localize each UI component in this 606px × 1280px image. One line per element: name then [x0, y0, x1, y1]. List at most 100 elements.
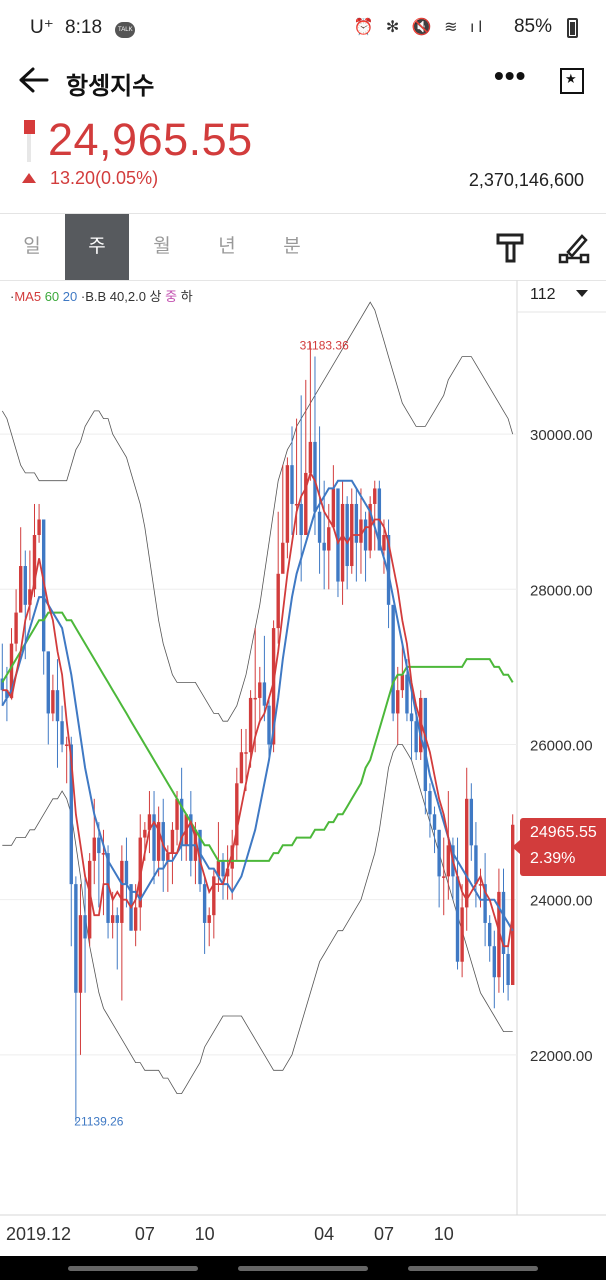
price-change-value: 13.20(0.05%) [50, 168, 159, 188]
legend-ma20: 20 [62, 289, 78, 304]
candle-body [460, 907, 464, 962]
candle-body [428, 791, 432, 815]
clock: 8:18 [65, 17, 103, 38]
candle-body [216, 860, 221, 877]
tab-minute[interactable]: 분 [283, 236, 301, 257]
bband-upper-line [1, 301, 514, 722]
candle-body [285, 465, 290, 543]
legend-bband: B.B 40,2.0 상 [85, 289, 162, 304]
tab-year[interactable]: 년 [218, 236, 236, 257]
chevron-down-icon [575, 290, 588, 297]
candle-body [414, 721, 418, 753]
x-tick-label: 04 [314, 1224, 334, 1244]
carrier-label: U⁺ [30, 17, 54, 38]
candle-body [83, 915, 87, 939]
ma60-line [1, 611, 514, 862]
tab-day[interactable]: 일 [23, 236, 41, 257]
candle-body [363, 519, 368, 551]
low-annotation: 21139.26 [74, 1115, 123, 1129]
bookmark-star-icon[interactable]: ★ [560, 68, 584, 94]
candle-body [110, 915, 115, 923]
nav-handle-center[interactable] [238, 1266, 368, 1271]
x-tick-label: 07 [374, 1224, 394, 1244]
candle-body [290, 465, 294, 504]
candle-body [248, 697, 253, 753]
candle-body [258, 682, 262, 698]
status-left: U⁺ 8:18 TALK [30, 16, 136, 39]
candle-body [253, 697, 257, 700]
tab-month[interactable]: 월 [153, 236, 171, 257]
candle-body [373, 488, 377, 504]
candle-body [437, 829, 441, 877]
candle-body [386, 535, 391, 605]
x-tick-label: 07 [135, 1224, 155, 1244]
nav-handle-left [68, 1266, 198, 1271]
candle-body [465, 798, 469, 908]
candlestick-chart[interactable]: 22000.00 24000.00 26000.00 28000.00 30000.00… [0, 279, 606, 1255]
candle-body [322, 542, 326, 551]
candle-body [294, 503, 299, 506]
status-bar: U⁺ 8:18 TALK ⏰ ✻ 🔇 ≋ ıl 85% [0, 0, 606, 56]
candle-body [396, 690, 400, 714]
candle-body [170, 829, 175, 854]
y-tick-label: 28000.00 [530, 582, 593, 599]
price-tag-percent: 2.39% [530, 850, 576, 867]
candle-body [400, 674, 405, 691]
page-title: 항셍지수 [66, 73, 155, 100]
candle-body [235, 783, 239, 846]
more-dots-icon[interactable]: ••• [494, 60, 527, 91]
candle-body [501, 891, 506, 954]
candle-body [69, 744, 73, 885]
candle-body [202, 884, 207, 923]
candle-body [60, 721, 64, 745]
candle-body [409, 713, 414, 722]
price-chart[interactable]: 22000.00 24000.00 26000.00 28000.00 30000.00… [0, 279, 606, 1255]
candle-body [345, 503, 349, 567]
candle-body [46, 651, 50, 714]
bband-lower-line [2, 744, 513, 1094]
battery-icon [567, 18, 578, 38]
legend-ma5: MA5 [14, 289, 42, 304]
candle-body [225, 868, 230, 877]
candle-body [78, 915, 83, 993]
candle-body [92, 837, 96, 861]
candle-body [175, 798, 179, 830]
candle-body [391, 604, 395, 714]
candle-body [207, 915, 211, 923]
candle-body [455, 876, 460, 962]
candle-body [276, 573, 280, 629]
up-triangle-icon [22, 173, 36, 183]
x-tick-label: 2019.12 [6, 1224, 71, 1244]
y-tick-label: 22000.00 [530, 1048, 593, 1065]
candle-body [147, 814, 152, 830]
back-arrow-icon[interactable] [16, 62, 50, 105]
candle-body [446, 845, 451, 877]
candle-body [179, 798, 184, 846]
candle-body [212, 876, 216, 916]
candle-body [0, 678, 4, 691]
candle-body [308, 441, 313, 473]
drawing-tool-icon[interactable] [556, 230, 592, 266]
candle-count-select[interactable]: 112 [530, 286, 588, 304]
high-annotation: 31183.36 [300, 338, 349, 352]
tab-week[interactable]: 주 [65, 214, 129, 280]
kakaotalk-icon: TALK [115, 22, 136, 38]
candle-body [488, 922, 492, 947]
candle-body [492, 946, 497, 978]
ma20-line [1, 479, 514, 932]
battery-percent: 85% [513, 16, 552, 37]
candle-body [442, 876, 446, 878]
candle-body [14, 612, 18, 644]
legend-ma60: 60 [44, 289, 60, 304]
candle-body [304, 472, 308, 535]
quote-summary: 24,965.55 13.20(0.05%) 2,370,146,600 [0, 110, 606, 210]
candle-body [511, 824, 515, 985]
candle-body [152, 814, 156, 861]
indicator-settings-icon[interactable] [492, 230, 528, 266]
y-tick-label: 24000.00 [530, 893, 593, 910]
candle-body [37, 519, 41, 535]
candle-body [9, 643, 14, 698]
candle-body [299, 503, 303, 535]
candle-body [239, 752, 244, 784]
candle-body [331, 488, 336, 528]
